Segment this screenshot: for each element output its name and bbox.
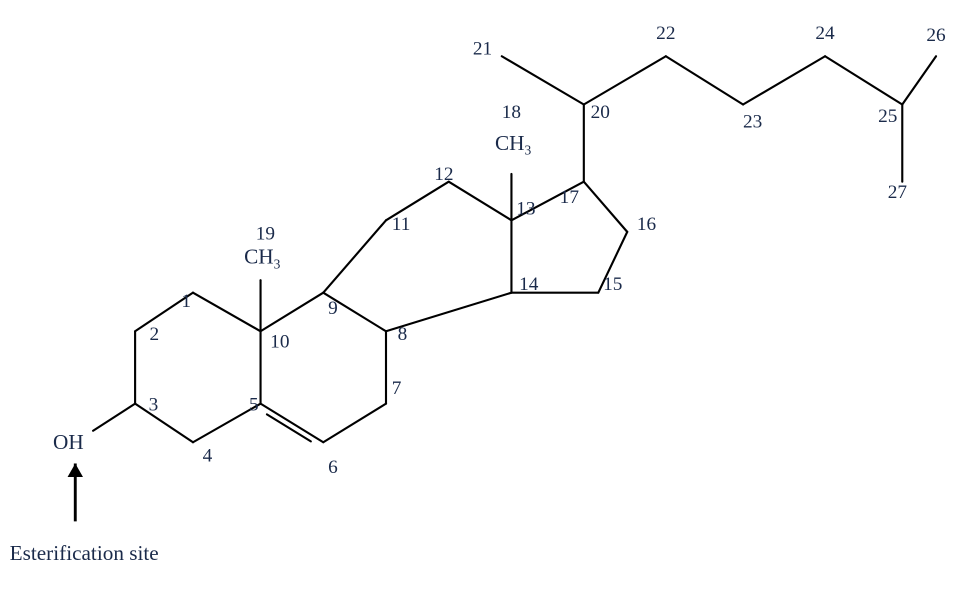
bond [193, 293, 261, 332]
carbon-number-25: 25 [878, 106, 897, 127]
bond [93, 404, 135, 431]
carbon-number-26: 26 [926, 25, 946, 46]
carbon-number-6: 6 [328, 457, 338, 478]
carbon-number-16: 16 [637, 214, 657, 235]
carbon-number-13: 13 [516, 199, 535, 220]
bond [825, 56, 902, 104]
carbon-number-2: 2 [150, 324, 160, 345]
bond [502, 56, 584, 104]
bond [261, 293, 324, 332]
carbon-number-7: 7 [392, 378, 402, 399]
carbon-number-17: 17 [560, 187, 580, 208]
carbon-number-19: 19 [256, 224, 275, 245]
carbon-number-11: 11 [392, 214, 411, 235]
carbon-number-8: 8 [398, 324, 408, 345]
bond [323, 404, 386, 443]
methyl-label: CH3 [495, 131, 531, 158]
carbon-number-1: 1 [181, 291, 191, 312]
bond [135, 404, 193, 443]
bond [584, 182, 627, 232]
carbon-number-21: 21 [473, 38, 492, 59]
carbon-number-10: 10 [270, 332, 289, 353]
carbon-number-5: 5 [249, 394, 259, 415]
bond [584, 56, 666, 104]
esterification-arrow-head [68, 463, 83, 477]
carbon-number-14: 14 [519, 274, 539, 295]
carbon-number-27: 27 [888, 182, 908, 203]
double-bond [267, 414, 311, 441]
carbon-number-3: 3 [149, 394, 159, 415]
carbon-number-20: 20 [591, 102, 610, 123]
carbon-number-24: 24 [815, 23, 835, 44]
carbon-number-23: 23 [743, 112, 762, 133]
carbon-number-9: 9 [328, 298, 338, 319]
cholesterol-structure: 1234567891011121314151617181920212223242… [0, 0, 965, 595]
carbon-number-4: 4 [203, 446, 213, 467]
bond [449, 182, 512, 221]
esterification-caption: Esterification site [10, 541, 159, 565]
hydroxyl-label: OH [53, 430, 84, 454]
bond [743, 56, 825, 104]
bond [902, 56, 936, 104]
bond [323, 220, 386, 292]
carbon-number-12: 12 [434, 164, 453, 185]
carbon-number-22: 22 [656, 23, 675, 44]
carbon-number-15: 15 [603, 274, 622, 295]
bond [666, 56, 743, 104]
carbon-number-18: 18 [502, 102, 521, 123]
bond [261, 404, 324, 443]
methyl-label: CH3 [244, 245, 280, 272]
